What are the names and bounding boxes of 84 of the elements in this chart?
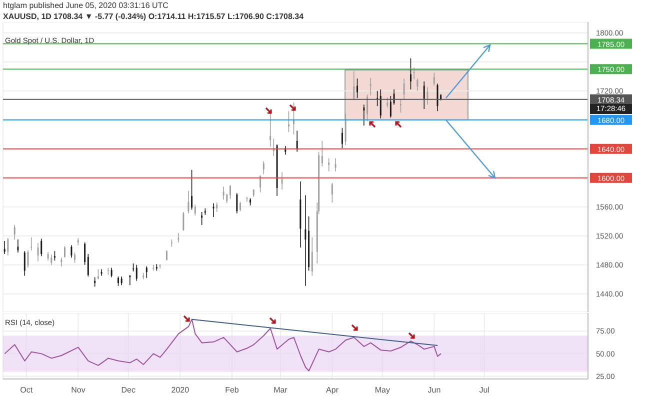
candlestick <box>400 99 402 114</box>
candlestick <box>14 224 16 240</box>
x-tick-label: Mar <box>274 386 288 395</box>
candlestick <box>334 158 336 172</box>
candlestick <box>40 238 42 257</box>
candlestick <box>74 252 76 264</box>
candlestick <box>260 175 262 193</box>
candlestick <box>288 110 290 133</box>
candlestick <box>136 264 138 282</box>
candlestick <box>311 236 313 276</box>
candlestick <box>356 78 358 99</box>
candlestick <box>386 97 388 108</box>
candlestick <box>117 276 119 286</box>
line-series <box>4 318 442 372</box>
candlestick <box>222 186 224 200</box>
candlestick <box>178 232 180 243</box>
candlestick <box>70 244 72 258</box>
x-tick-label: Feb <box>225 386 240 395</box>
x-tick-label: Oct <box>20 386 34 395</box>
candlestick <box>182 212 184 232</box>
candlestick <box>380 89 382 119</box>
x-tick-label: May <box>374 386 390 395</box>
candlestick <box>226 193 228 204</box>
candlestick <box>366 94 368 122</box>
x-tick-label: Jul <box>479 386 490 395</box>
candlestick <box>344 112 346 146</box>
text: htglam published June 05, 2020 03:31:16 UTC <box>3 1 168 10</box>
candlestick <box>423 81 425 110</box>
candlestick <box>146 266 148 278</box>
candlestick <box>433 72 435 86</box>
candlestick <box>216 202 218 212</box>
candlestick <box>390 96 392 118</box>
candlestick <box>426 86 428 106</box>
candlestick <box>281 172 283 190</box>
candlestick <box>341 127 343 149</box>
candlestick <box>194 204 196 216</box>
candlestick <box>64 246 66 258</box>
candlestick <box>328 158 330 172</box>
candlestick <box>60 257 62 267</box>
candlestick <box>50 254 52 266</box>
candlestick <box>403 78 405 100</box>
candlestick <box>201 212 203 226</box>
candlestick <box>7 238 9 256</box>
candlestick <box>17 239 19 253</box>
candlestick <box>353 70 355 101</box>
candlestick <box>246 196 248 202</box>
candlestick <box>436 83 438 112</box>
candlestick <box>37 242 39 262</box>
candlestick <box>100 268 102 276</box>
candlestick <box>166 250 168 261</box>
candlestick <box>84 242 86 266</box>
candlestick <box>54 250 56 261</box>
x-tick-label: 2020 <box>171 386 190 395</box>
x-tick-label: Jun <box>428 386 441 395</box>
candlestick <box>27 250 29 268</box>
candlestick <box>87 254 89 277</box>
text: XAUUSD, 1D 1708.34 ▼ -5.77 (-0.34%) O:1714.11 H:1715.57 L:1706.90 C:1708.34 <box>3 12 304 21</box>
candlestick <box>413 67 415 80</box>
candlestick <box>410 58 412 90</box>
candlestick <box>94 276 96 288</box>
x-tick-label: Dec <box>121 386 136 395</box>
candlestick <box>212 202 214 218</box>
candlestick <box>321 140 323 167</box>
candlestick <box>159 264 161 269</box>
candlestick <box>4 240 6 254</box>
candlestick <box>331 182 333 203</box>
candlestick <box>363 104 365 126</box>
candlestick <box>262 160 264 175</box>
candlestick <box>270 112 272 148</box>
candlestick <box>191 170 193 210</box>
candlestick <box>110 267 112 278</box>
candlestick <box>229 184 231 200</box>
candlestick <box>97 268 99 280</box>
candlestick <box>416 78 418 92</box>
x-tick-label: Nov <box>71 386 86 395</box>
candlestick <box>24 250 26 276</box>
candlestick <box>304 194 306 286</box>
candlestick <box>370 77 372 96</box>
candlestick <box>296 130 298 152</box>
candlestick <box>376 90 378 106</box>
candlestick <box>188 190 190 214</box>
candlestick <box>240 201 242 212</box>
x-tick-label: Apr <box>326 386 339 395</box>
candlestick <box>236 192 238 214</box>
